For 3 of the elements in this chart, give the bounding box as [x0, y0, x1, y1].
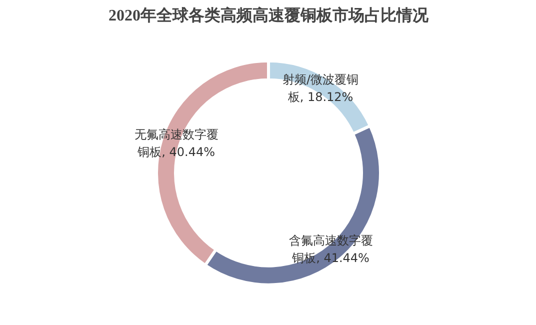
slice-label: 无氟高速数字覆铜板, 40.44% [134, 127, 218, 160]
chart-title: 2020年全球各类高频高速覆铜板市场占比情况 [108, 6, 430, 24]
slice-label: 射频/微波覆铜板, 18.12% [282, 72, 359, 104]
